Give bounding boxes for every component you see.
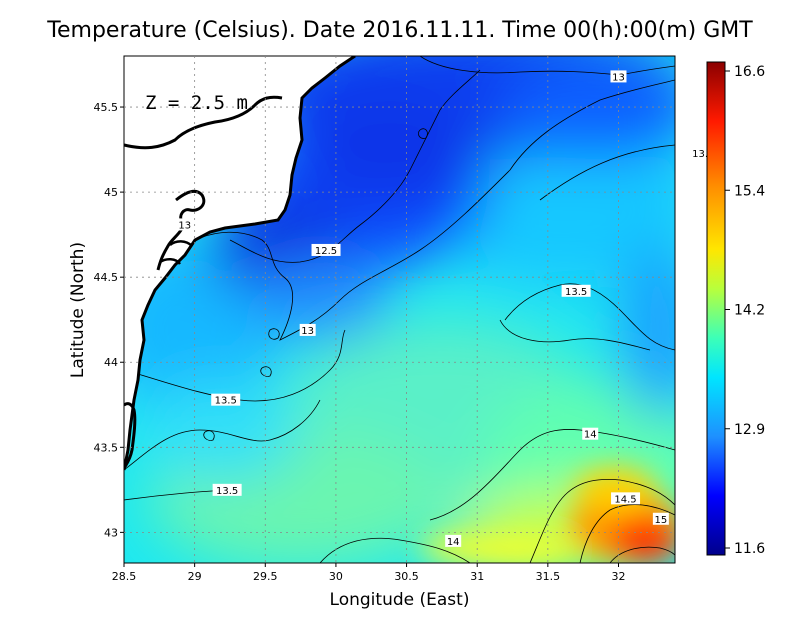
coastline [124, 56, 356, 471]
contour-label: 13.5 [565, 287, 587, 298]
contour-14-5 [529, 478, 675, 563]
contour-label: 12.5 [315, 246, 337, 257]
colorbar-tick-label: 16.6 [734, 64, 765, 80]
gridlines [124, 56, 675, 563]
contour-label-bg [299, 323, 316, 336]
colorbar [706, 61, 726, 556]
y-tick-label: 44 [104, 356, 118, 369]
contour-13-5-lower [124, 399, 321, 471]
y-tick-label: 44.5 [94, 271, 119, 284]
contour-small-1 [268, 328, 280, 340]
x-tick-label: 31 [470, 570, 484, 583]
south-coast-line [124, 402, 137, 469]
delta-coast-line [156, 189, 206, 271]
contour-label-bg [211, 393, 241, 406]
plot-frame [123, 55, 676, 564]
colorbar-tick-label: 11.6 [734, 541, 765, 557]
contour-label-bg [212, 483, 242, 496]
contour-labels: 13 13.5 13 12.5 13.5 13 13.5 14 13.5 14.5 15 14 [176, 70, 718, 548]
contour-label-bg [611, 492, 641, 505]
land-mass [124, 56, 355, 470]
x-tick-label: 29.5 [253, 570, 278, 583]
x-tick-label: 32 [611, 570, 625, 583]
contour-lines [124, 56, 675, 563]
y-tick-label: 45 [104, 186, 118, 199]
x-tick-label: 31.5 [536, 570, 561, 583]
contour-13-north [419, 56, 675, 76]
y-tick-label: 43 [104, 526, 118, 539]
colorbar-tick-label: 15.4 [734, 183, 765, 199]
contour-label: 14.5 [614, 494, 636, 505]
contour-label: 14 [447, 537, 460, 548]
x-tick-label: 30.5 [394, 570, 419, 583]
lagoon-coast-line [124, 95, 283, 150]
y-tick-label: 43.5 [94, 441, 119, 454]
x-tick-label: 30 [329, 570, 343, 583]
contour-label: 13 [178, 220, 191, 231]
contour-13-5-northeast [539, 144, 675, 201]
contour-small-4 [203, 430, 215, 441]
contour-label-bg [610, 70, 627, 83]
contour-label: 13.5 [216, 486, 238, 497]
y-axis-label: Latitude (North) [68, 241, 88, 379]
island-line [159, 240, 193, 265]
contour-label: 13 [612, 72, 625, 83]
contour-label-bg [445, 534, 462, 547]
map-title: Temperature (Celsius). Date 2016.11.11. … [47, 18, 753, 43]
contour-12-5 [229, 69, 481, 263]
contour-15 [579, 504, 675, 563]
y-tick-label: 45.5 [94, 101, 119, 114]
x-tick-label: 29 [188, 570, 202, 583]
x-tick-label: 28.5 [112, 570, 137, 583]
depth-label: Z = 2.5 m [145, 92, 248, 114]
contour-small-3 [260, 366, 272, 377]
contour-label: 14 [584, 430, 597, 441]
contour-13-5-loop [499, 319, 651, 351]
contour-label-bg [561, 284, 591, 297]
contour-13-5-southwest [124, 329, 346, 402]
land-coast-line [124, 56, 356, 471]
contour-label-bg [176, 218, 193, 231]
x-axis-label: Longitude (East) [329, 590, 470, 610]
colorbar-tick-label: 14.2 [734, 303, 765, 319]
contour-label-bg [652, 512, 669, 525]
temperature-field [124, 56, 675, 563]
colorbar-tick-label: 12.9 [734, 422, 765, 438]
contour-label-bg [582, 427, 599, 440]
contour-small-2 [418, 128, 428, 139]
contour-label-bg [311, 243, 341, 256]
contour-label: 13 [301, 326, 314, 337]
axis-ticks: 28.5 29 29.5 30 30.5 31 31.5 32 45.5 45 44.5 44 43.5… [94, 101, 626, 583]
contour-label: 13.5 [215, 396, 237, 407]
contour-14-east [429, 429, 675, 521]
contour-13-west [199, 79, 675, 341]
contour-14-south [319, 537, 471, 563]
contour-label: 15 [655, 515, 668, 526]
colorbar-ticks: 16.6 15.4 14.2 12.9 11.6 [725, 64, 765, 557]
contour-15-5 [609, 546, 675, 563]
contour-label: 13.5 [692, 149, 714, 160]
